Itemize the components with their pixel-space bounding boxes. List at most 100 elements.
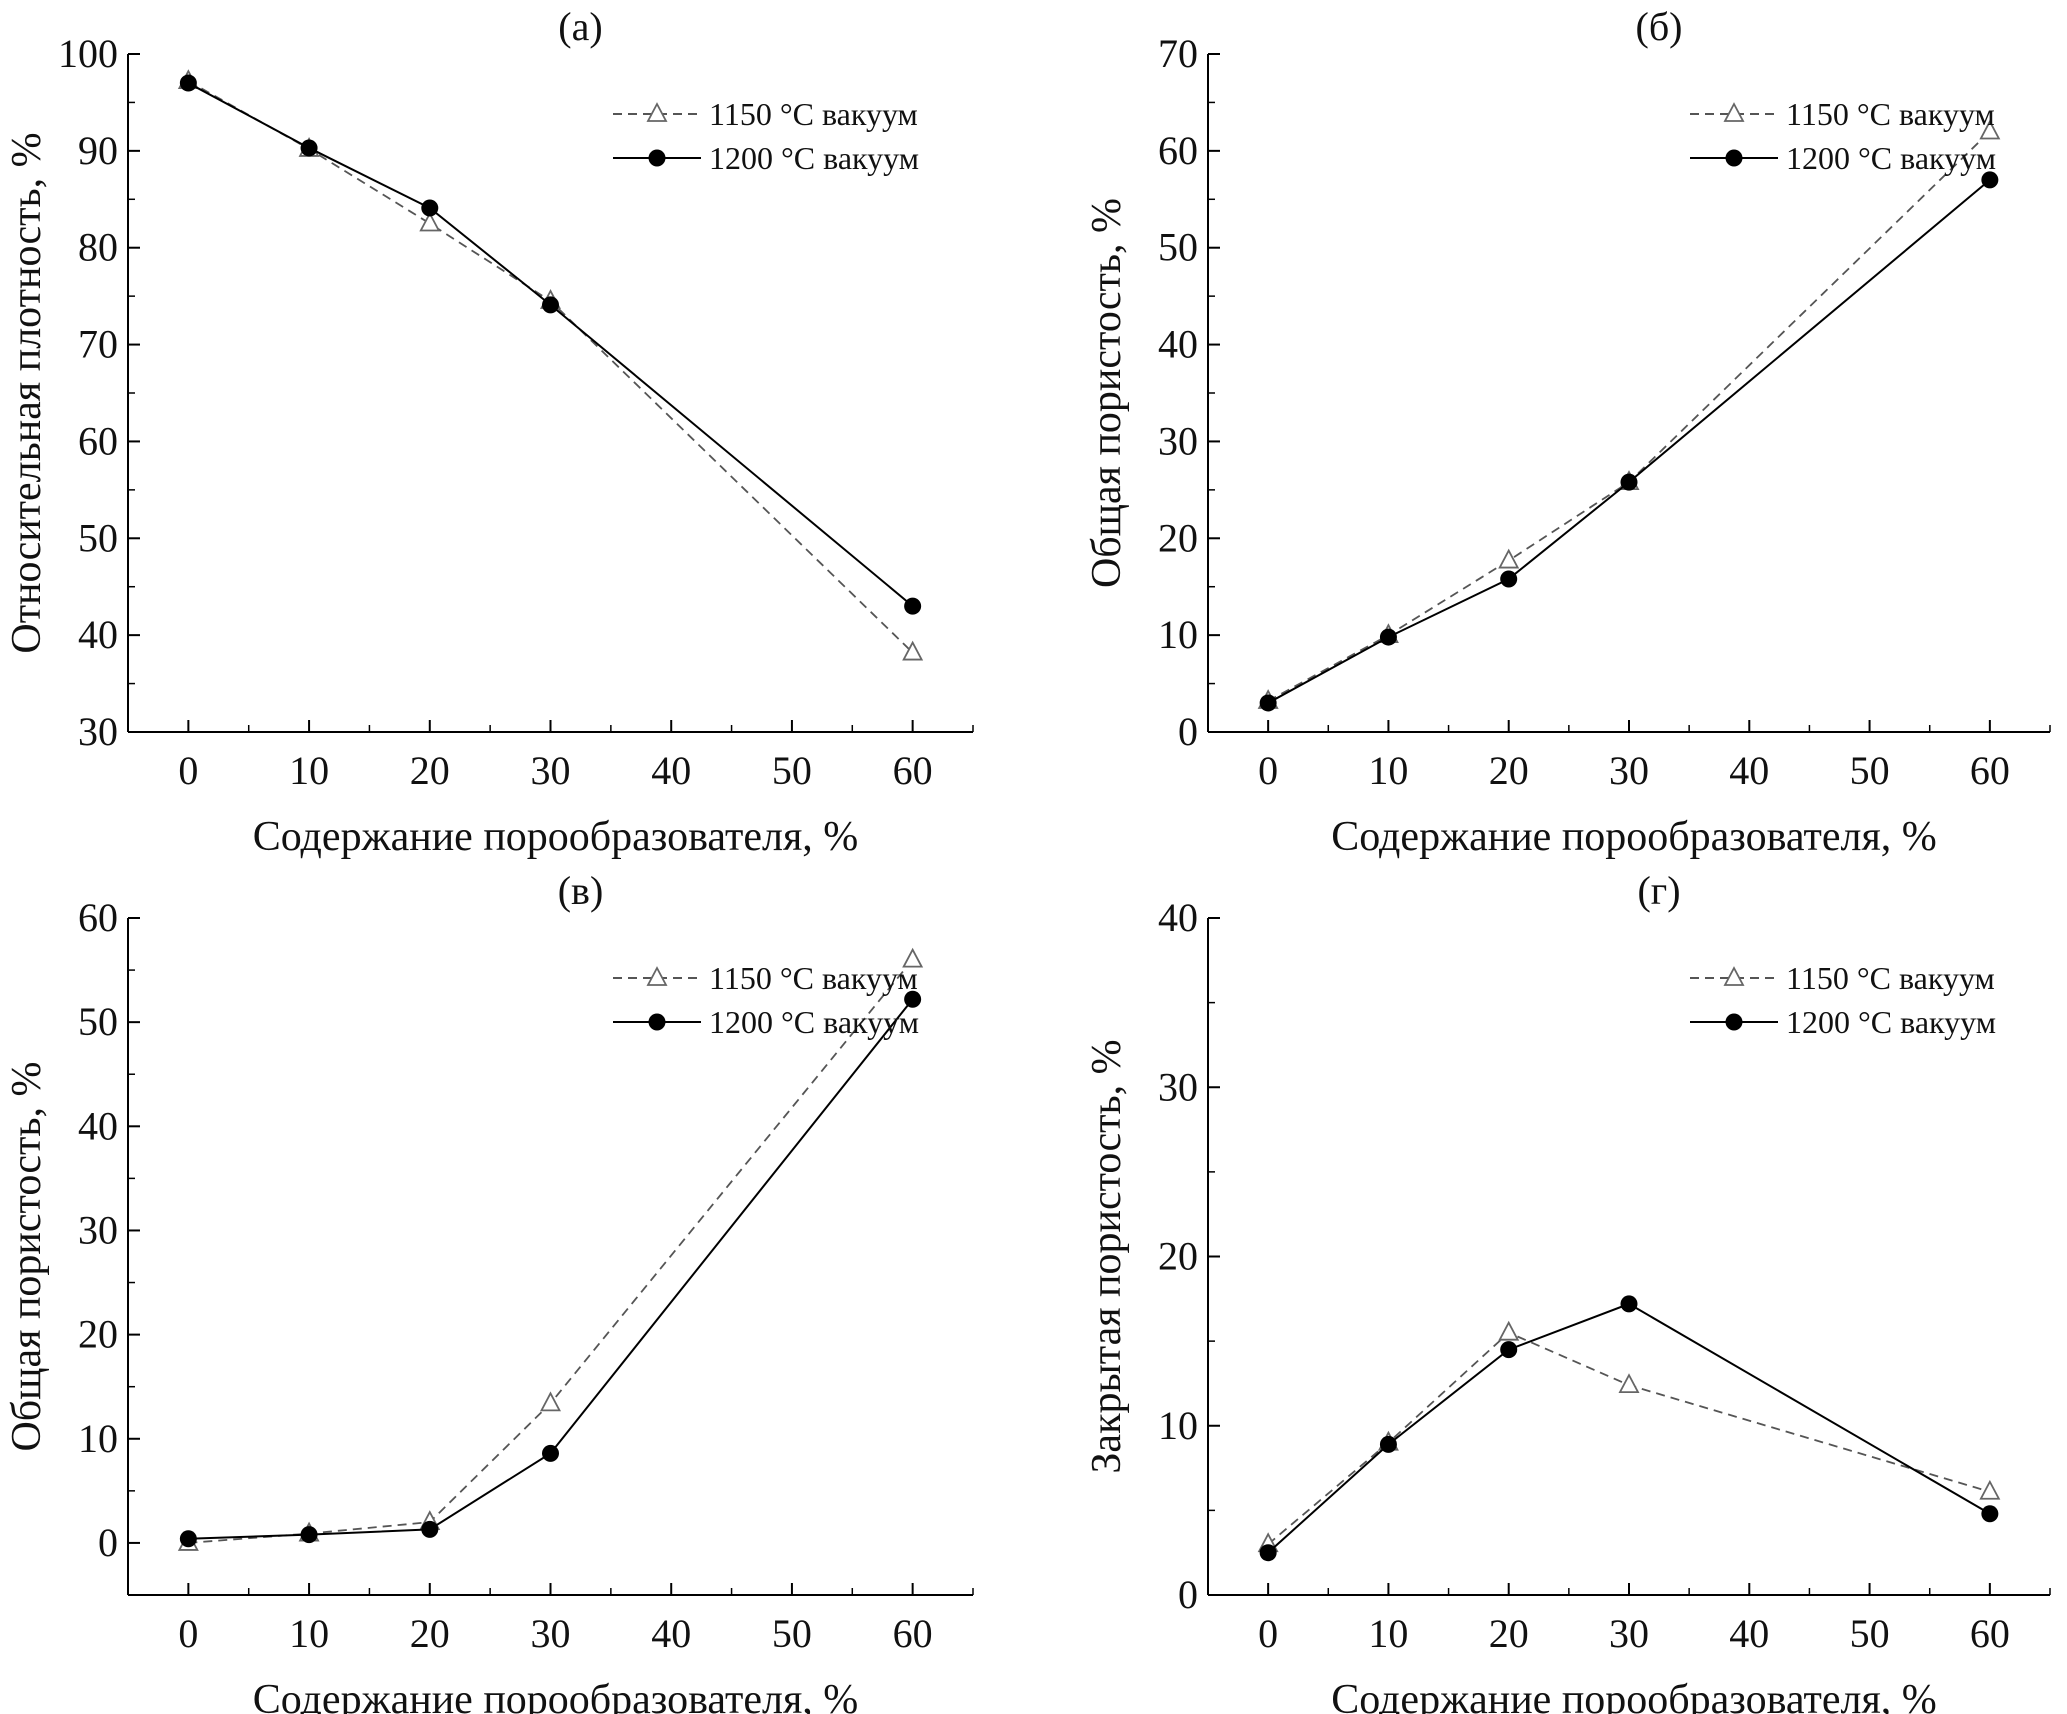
x-tick-label: 0 (1258, 748, 1278, 793)
panel-label: (в) (558, 868, 604, 913)
x-tick-label: 0 (178, 1611, 198, 1656)
x-tick-label: 30 (1609, 748, 1649, 793)
data-point-triangle (1498, 548, 1520, 569)
y-tick-label: 70 (1158, 31, 1198, 76)
data-point-triangle (1979, 119, 2001, 140)
data-point-circle (904, 990, 922, 1008)
y-tick-label: 0 (1178, 1572, 1198, 1617)
chart-panel-0: 0 10 20 30 40 50 60 30 40 50 60 70 80 90 100 (а) Содержа… (4, 4, 974, 860)
data-point-circle (1500, 1341, 1518, 1359)
data-point-circle (1620, 473, 1638, 491)
data-point-circle (421, 199, 439, 217)
y-tick-label: 30 (78, 1207, 118, 1252)
y-tick-label: 40 (1158, 895, 1198, 940)
data-point-triangle (902, 947, 924, 968)
y-tick-label: 70 (78, 322, 118, 367)
x-tick-label: 60 (893, 1611, 933, 1656)
data-point-triangle (1498, 1320, 1520, 1341)
y-tick-label: 60 (78, 895, 118, 940)
data-point-circle (179, 74, 197, 92)
y-tick-label: 10 (1158, 612, 1198, 657)
data-point-circle (179, 1530, 197, 1548)
y-tick-label: 50 (1158, 225, 1198, 270)
y-tick-label: 20 (1158, 515, 1198, 560)
panel-label: (г) (1637, 868, 1680, 913)
data-point-circle (1981, 171, 1999, 189)
y-tick-label: 10 (78, 1416, 118, 1461)
x-axis-label: Содержание порообразователя, % (253, 1677, 859, 1714)
data-point-circle (421, 1520, 439, 1538)
data-point-circle (300, 139, 318, 157)
data-point-triangle (1979, 1479, 2001, 1500)
x-tick-label: 50 (1850, 1611, 1890, 1656)
x-tick-label: 10 (1368, 748, 1408, 793)
legend-marker-triangle (646, 102, 668, 122)
x-tick-label: 0 (178, 748, 198, 793)
series-line-1 (1267, 1302, 1991, 1554)
y-tick-label: 80 (78, 225, 118, 270)
legend-marker-circle (1725, 149, 1743, 167)
series-line-1 (1267, 179, 1991, 704)
y-tick-label: 20 (78, 1312, 118, 1357)
legend-marker-triangle (646, 966, 668, 986)
y-tick-label: 10 (1158, 1403, 1198, 1448)
x-tick-label: 30 (531, 1611, 571, 1656)
data-point-circle (1259, 694, 1277, 712)
legend-label: 1200 °C вакуум (1786, 140, 1996, 176)
data-point-triangle (1618, 1373, 1640, 1394)
legend-label: 1150 °C вакуум (709, 96, 918, 132)
data-point-triangle (902, 640, 924, 661)
legend-label: 1150 °C вакуум (1786, 960, 1995, 996)
x-tick-label: 40 (1729, 1611, 1769, 1656)
x-tick-label: 40 (651, 748, 691, 793)
data-point-circle (542, 1444, 559, 1462)
data-point-circle (904, 597, 922, 615)
data-point-triangle (419, 211, 441, 232)
y-axis-label: Общая пористость, % (4, 1061, 50, 1451)
x-tick-label: 40 (1729, 748, 1769, 793)
x-tick-label: 40 (651, 1611, 691, 1656)
x-tick-label: 10 (1368, 1611, 1408, 1656)
data-point-triangle (540, 1391, 561, 1412)
y-tick-label: 100 (58, 31, 118, 76)
x-tick-label: 20 (1489, 748, 1529, 793)
data-point-circle (1379, 628, 1397, 646)
chart-panel-2: 0 10 20 30 40 50 60 0 10 20 30 40 50 60 (в) Содержание … (4, 868, 974, 1714)
y-tick-label: 0 (98, 1520, 118, 1565)
y-tick-label: 40 (1158, 322, 1198, 367)
legend-label: 1200 °C вакуум (709, 140, 919, 176)
y-tick-label: 30 (78, 709, 118, 754)
data-point-circle (1981, 1505, 1999, 1523)
series-line-0 (1267, 130, 1991, 702)
x-axis-label: Содержание порообразователя, % (253, 814, 859, 860)
panel-label: (б) (1636, 4, 1683, 49)
legend-label: 1200 °C вакуум (1786, 1004, 1996, 1040)
y-tick-label: 40 (78, 612, 118, 657)
series-line-0 (1267, 1331, 1991, 1545)
y-axis-label: Относительная плотность, % (4, 132, 50, 653)
y-tick-label: 50 (78, 515, 118, 560)
x-tick-label: 20 (1489, 1611, 1529, 1656)
x-tick-label: 50 (772, 748, 812, 793)
data-point-circle (542, 296, 559, 314)
y-tick-label: 50 (78, 999, 118, 1044)
legend-marker-circle (1725, 1013, 1743, 1031)
legend-label: 1150 °C вакуум (709, 960, 918, 996)
legend-label: 1200 °C вакуум (709, 1004, 919, 1040)
legend-marker-triangle (1723, 102, 1745, 122)
legend-label: 1150 °C вакуум (1786, 96, 1995, 132)
x-tick-label: 10 (289, 748, 329, 793)
x-tick-label: 30 (1609, 1611, 1649, 1656)
x-tick-label: 60 (1970, 748, 2010, 793)
x-axis-label: Содержание порообразователя, % (1331, 1677, 1937, 1714)
y-tick-label: 40 (78, 1103, 118, 1148)
data-point-circle (1259, 1544, 1277, 1562)
data-point-circle (300, 1526, 318, 1544)
x-tick-label: 30 (531, 748, 571, 793)
y-axis-label: Общая пористость, % (1084, 198, 1130, 588)
data-point-circle (1500, 570, 1518, 588)
y-tick-label: 60 (78, 418, 118, 463)
x-tick-label: 0 (1258, 1611, 1278, 1656)
y-tick-label: 30 (1158, 1064, 1198, 1109)
x-tick-label: 50 (772, 1611, 812, 1656)
